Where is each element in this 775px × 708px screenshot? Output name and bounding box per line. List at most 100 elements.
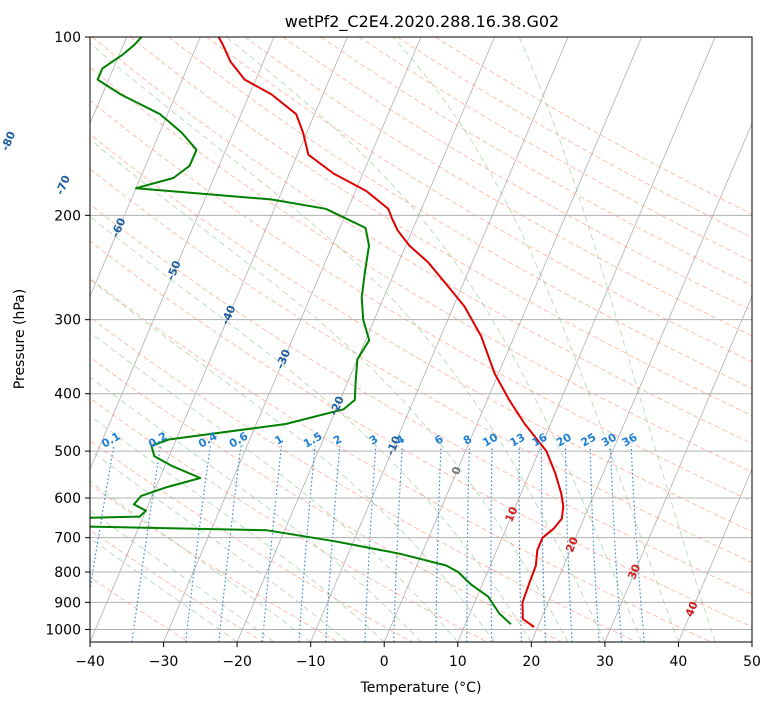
dry-adiabat-line [282,37,752,311]
moist-adiabat-line [90,481,311,642]
dewpoint-profile-line [90,37,512,625]
x-tick-label: 0 [380,654,389,670]
mixing-ratio-label: 30 [599,430,619,449]
mixing-ratio-label: 2 [331,433,344,448]
mixing-ratio-label: 25 [579,431,599,450]
dry-adiabat-line [90,356,562,642]
temperature-profile-line [217,37,565,628]
dry-adiabat-line [90,240,752,628]
moist-adiabat-line [90,42,606,642]
y-tick-label: 700 [54,531,81,547]
isotherm-label: 0 [449,464,464,476]
pressure-gridlines [90,37,752,630]
x-tick-label: 40 [670,654,688,670]
dry-adiabat-line [90,576,189,642]
moist-adiabat-line [90,510,275,642]
isotherm-label: -30 [274,347,294,371]
dry-adiabat-line [90,440,413,642]
isotherm-label: -80 [0,129,18,153]
moist-adiabat-line [90,449,348,642]
isotherm-line [383,37,643,642]
mixing-ratio-line [90,445,115,594]
x-tick-label: −10 [296,654,326,670]
mixing-ratio-line [589,445,600,642]
moist-adiabat-line [90,138,569,642]
isotherm-label: 30 [625,562,643,581]
x-tick-label: −30 [149,654,179,670]
moist-adiabat-line [90,331,459,642]
y-axis-label: Pressure (hPa) [12,289,28,389]
mixing-ratio-label: 1.5 [301,430,324,451]
dry-adiabat-line [90,316,637,642]
isotherm-label: -50 [164,258,184,282]
x-tick-label: 30 [596,654,614,670]
y-tick-label: 1000 [45,622,81,638]
isotherm-line [530,122,752,642]
mixing-ratio-label: 10 [480,430,500,449]
moist-adiabat-line [518,37,716,642]
mixing-ratio-label: 1 [273,433,286,448]
x-tick-label: 20 [522,654,540,670]
mixing-ratio-line [364,445,377,642]
isotherm-label: 20 [563,535,581,554]
isotherm-line [90,37,275,471]
dry-adiabat-line [92,37,752,444]
isotherm-line [90,37,348,642]
mixing-ratio-line [325,445,341,642]
moist-adiabat-line [90,415,385,642]
moist-adiabat-line [90,279,495,642]
y-tick-label: 500 [54,444,81,460]
y-tick-label: 900 [54,595,81,611]
mixing-ratio-line [518,445,523,642]
y-tick-label: 200 [54,208,81,224]
dry-adiabat-line [90,133,752,533]
x-axis-ticks: −40 −30 −20 −10 0 10 20 30 40 50 [75,642,761,670]
dry-adiabat-line [206,37,752,363]
mixing-ratio-label: 20 [554,430,574,449]
mixing-ratio-label: 36 [620,430,640,449]
moist-adiabat-line [392,37,679,642]
isotherm-label: -40 [219,303,239,327]
y-tick-label: 100 [54,30,81,46]
isotherm-line [604,295,752,642]
mixing-ratio-line [185,445,211,642]
mixing-ratio-line [393,445,403,642]
profile-lines [90,37,565,628]
dry-adiabat-line [90,397,488,642]
mixing-ratio-line [540,445,547,642]
x-tick-label: −40 [75,654,105,670]
dry-adiabat-line [90,278,711,642]
mixing-ratio-line [298,445,316,642]
mixing-ratio-label: 13 [508,431,528,450]
mixing-ratio-line [131,445,161,642]
y-tick-label: 300 [54,313,81,329]
mixing-ratio-line [490,445,493,642]
dry-adiabat-line [90,66,752,473]
dry-adiabat-line [90,483,339,642]
mixing-ratio-label: 0.1 [99,430,122,451]
y-tick-label: 400 [54,387,81,403]
dry-adiabat-line [396,37,752,239]
isotherm-label: 40 [683,599,701,618]
mixing-ratio-line [435,445,442,642]
y-tick-label: 600 [54,491,81,507]
isotherm-line [163,37,422,642]
mixing-ratio-line [630,445,645,642]
isotherm-label: -70 [53,173,73,197]
dry-adiabat-line [90,529,264,642]
moist-adiabat-line [90,376,422,642]
moist-adiabat-line [90,215,532,642]
y-tick-label: 800 [54,565,81,581]
mixing-ratio-line [261,445,282,642]
plot-frame [89,36,753,643]
isotherm-line [678,468,752,642]
dry-adiabat-line [434,37,752,215]
moist-adiabat-line [90,537,238,642]
mixing-ratio-label: 6 [433,432,446,447]
dry-adiabat-line [90,203,752,595]
dry-adiabat-line [168,37,752,389]
isotherm-line [236,37,495,642]
isotherm-line [90,37,201,298]
x-axis-label: Temperature (°C) [360,680,482,696]
